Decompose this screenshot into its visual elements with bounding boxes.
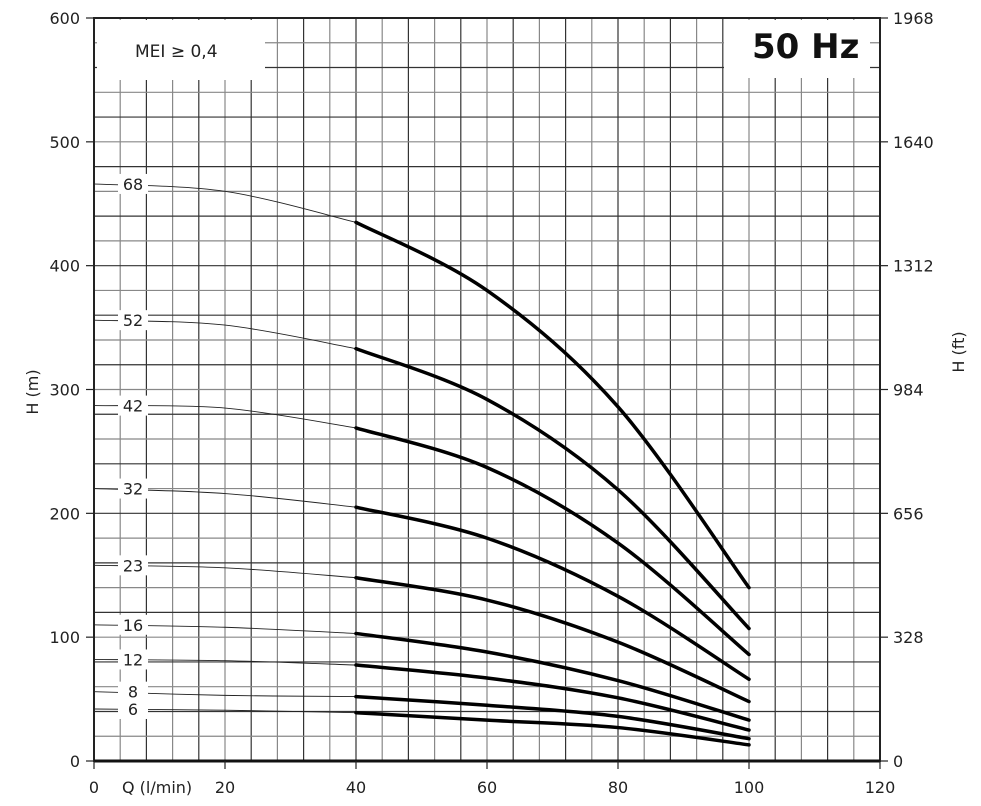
curve-23 [354,575,751,704]
curves [93,183,751,747]
curve-label-bg [118,555,148,576]
curve-12 [354,663,751,732]
x-tick-label: 20 [215,778,235,797]
y-right-tick-label: 1968 [893,9,934,28]
y-tick-label: 600 [49,9,80,28]
curve-label-8: 8 [128,683,138,702]
curve-labels: 68 52 42 32 23 16 12 86 [118,173,148,719]
curve-label-32: 32 [123,480,143,499]
x-tick-label: 120 [865,778,896,797]
x-axis-label: Q (l/min) [122,778,192,797]
curve-label-bg [118,173,148,194]
curve-label-bg [118,310,148,331]
grid [93,17,881,763]
mei-box [97,20,265,80]
curve-label-52: 52 [123,311,143,330]
y-right-tick-label: 1312 [893,257,934,276]
curve-label-bg [118,395,148,416]
curve-label-16: 16 [123,616,143,635]
y-tick-label: 200 [49,504,80,523]
y-tick-label: 0 [70,752,80,771]
curve-42 [354,426,751,657]
curve-32 [354,505,751,682]
y-tick-label: 300 [49,381,80,400]
curve-label-68: 68 [123,175,143,194]
y-tick-label: 400 [49,257,80,276]
y-right-tick-label: 328 [893,628,924,647]
curve-68 [354,220,751,590]
y-tick-label: 500 [49,133,80,152]
y-axis-label: H (m) [23,369,42,414]
curve-label-bg [118,698,148,719]
curve-label-bg [118,478,148,499]
curve-52 [354,346,751,631]
chart-title: 50 Hz [752,27,859,67]
y-tick-label: 100 [49,628,80,647]
curve-label-6: 6 [128,700,138,719]
frequency-box [724,20,870,78]
y-right-tick-label: 656 [893,504,924,523]
x-tick-label: 40 [346,778,366,797]
y-right-tick-label: 984 [893,381,924,400]
x-tick-label: 0 [89,778,99,797]
y-right-tick-label: 1640 [893,133,934,152]
curve-6 [354,710,751,747]
y-right-tick-label: 0 [893,752,903,771]
curve-label-bg [118,614,148,635]
curve-label-bg [118,649,148,670]
x-tick-label: 80 [608,778,628,797]
y-axis-right-label: H (ft) [949,331,968,372]
x-tick-label: 60 [477,778,497,797]
curve-label-bg [118,681,148,702]
curve-label-42: 42 [123,397,143,416]
x-tick-label: 100 [734,778,765,797]
curve-16 [354,631,751,722]
curve-label-23: 23 [123,556,143,575]
curve-8 [354,694,751,741]
curve-label-12: 12 [123,650,143,669]
mei-annotation: MEI ≥ 0,4 [135,42,218,62]
